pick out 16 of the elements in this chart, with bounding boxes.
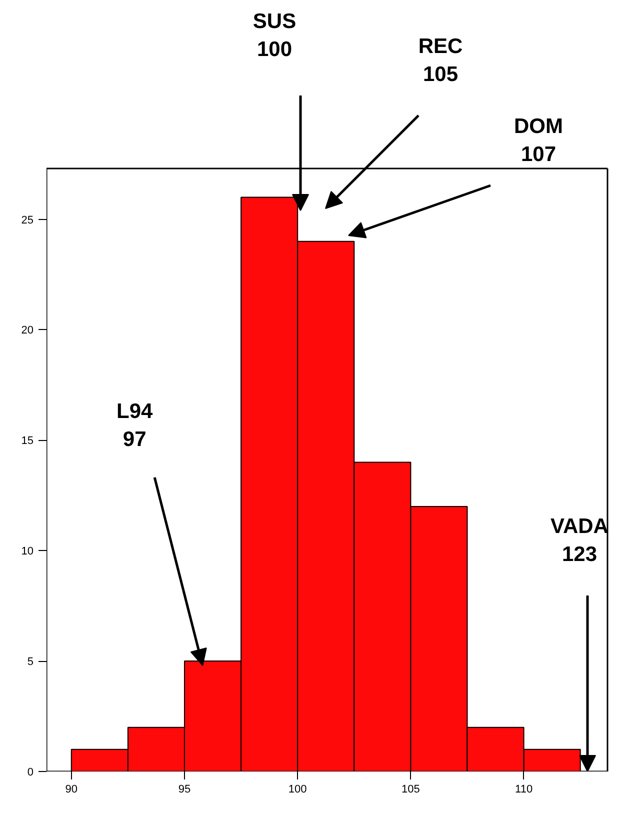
text: REC 105 — [418, 35, 463, 86]
x-tick-label: 100 — [288, 784, 307, 796]
annotation: L94 97 — [116, 400, 153, 451]
x-tick-label: 110 — [515, 784, 533, 796]
y-tick-label: 5 — [27, 656, 34, 668]
y-tick-label: 20 — [21, 324, 34, 337]
x-tick-label: 90 — [65, 784, 78, 796]
text: DOM 107 — [514, 115, 564, 166]
x-tick-label: 95 — [178, 784, 191, 796]
y-tick-label: 10 — [21, 546, 34, 558]
x-tick-label: 105 — [402, 784, 420, 796]
y-tick-label: 15 — [21, 435, 34, 448]
annotation: VADA 123 — [550, 515, 608, 566]
y-tick-label: 0 — [27, 766, 34, 778]
text: SUS 100 — [252, 10, 296, 61]
y-tick-label: 25 — [21, 214, 34, 226]
